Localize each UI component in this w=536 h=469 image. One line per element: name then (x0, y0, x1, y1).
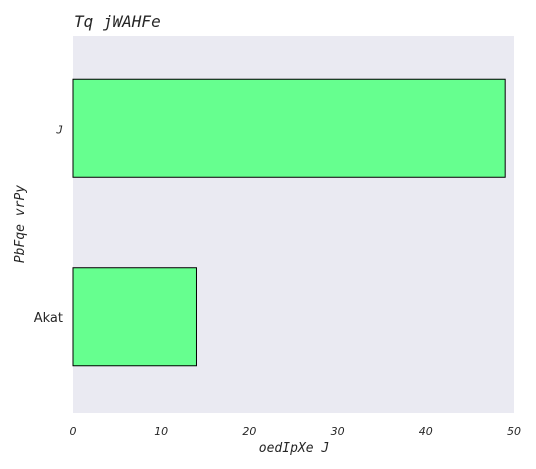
x-axis-label: oedIpXe J (259, 441, 329, 456)
x-tick-label: 40 (419, 425, 433, 438)
bar-akat (72, 267, 197, 367)
x-tick-label: 0 (70, 425, 77, 438)
y-axis-label: PbFqe vrPy (13, 185, 28, 263)
x-tick-label: 30 (331, 425, 345, 438)
x-tick-label: 50 (507, 425, 521, 438)
y-tick-label: J (55, 123, 63, 136)
chart-title: Tq jWAHFe (74, 12, 161, 31)
bars-group (72, 78, 506, 367)
y-tick-label: Akat (34, 311, 63, 326)
x-tick-labels: 0 10 20 30 40 50 (70, 425, 522, 438)
y-tick-labels: J Akat (34, 123, 63, 326)
x-tick-label: 10 (154, 425, 168, 438)
bar-j (72, 78, 506, 178)
x-tick-label: 20 (242, 425, 256, 438)
